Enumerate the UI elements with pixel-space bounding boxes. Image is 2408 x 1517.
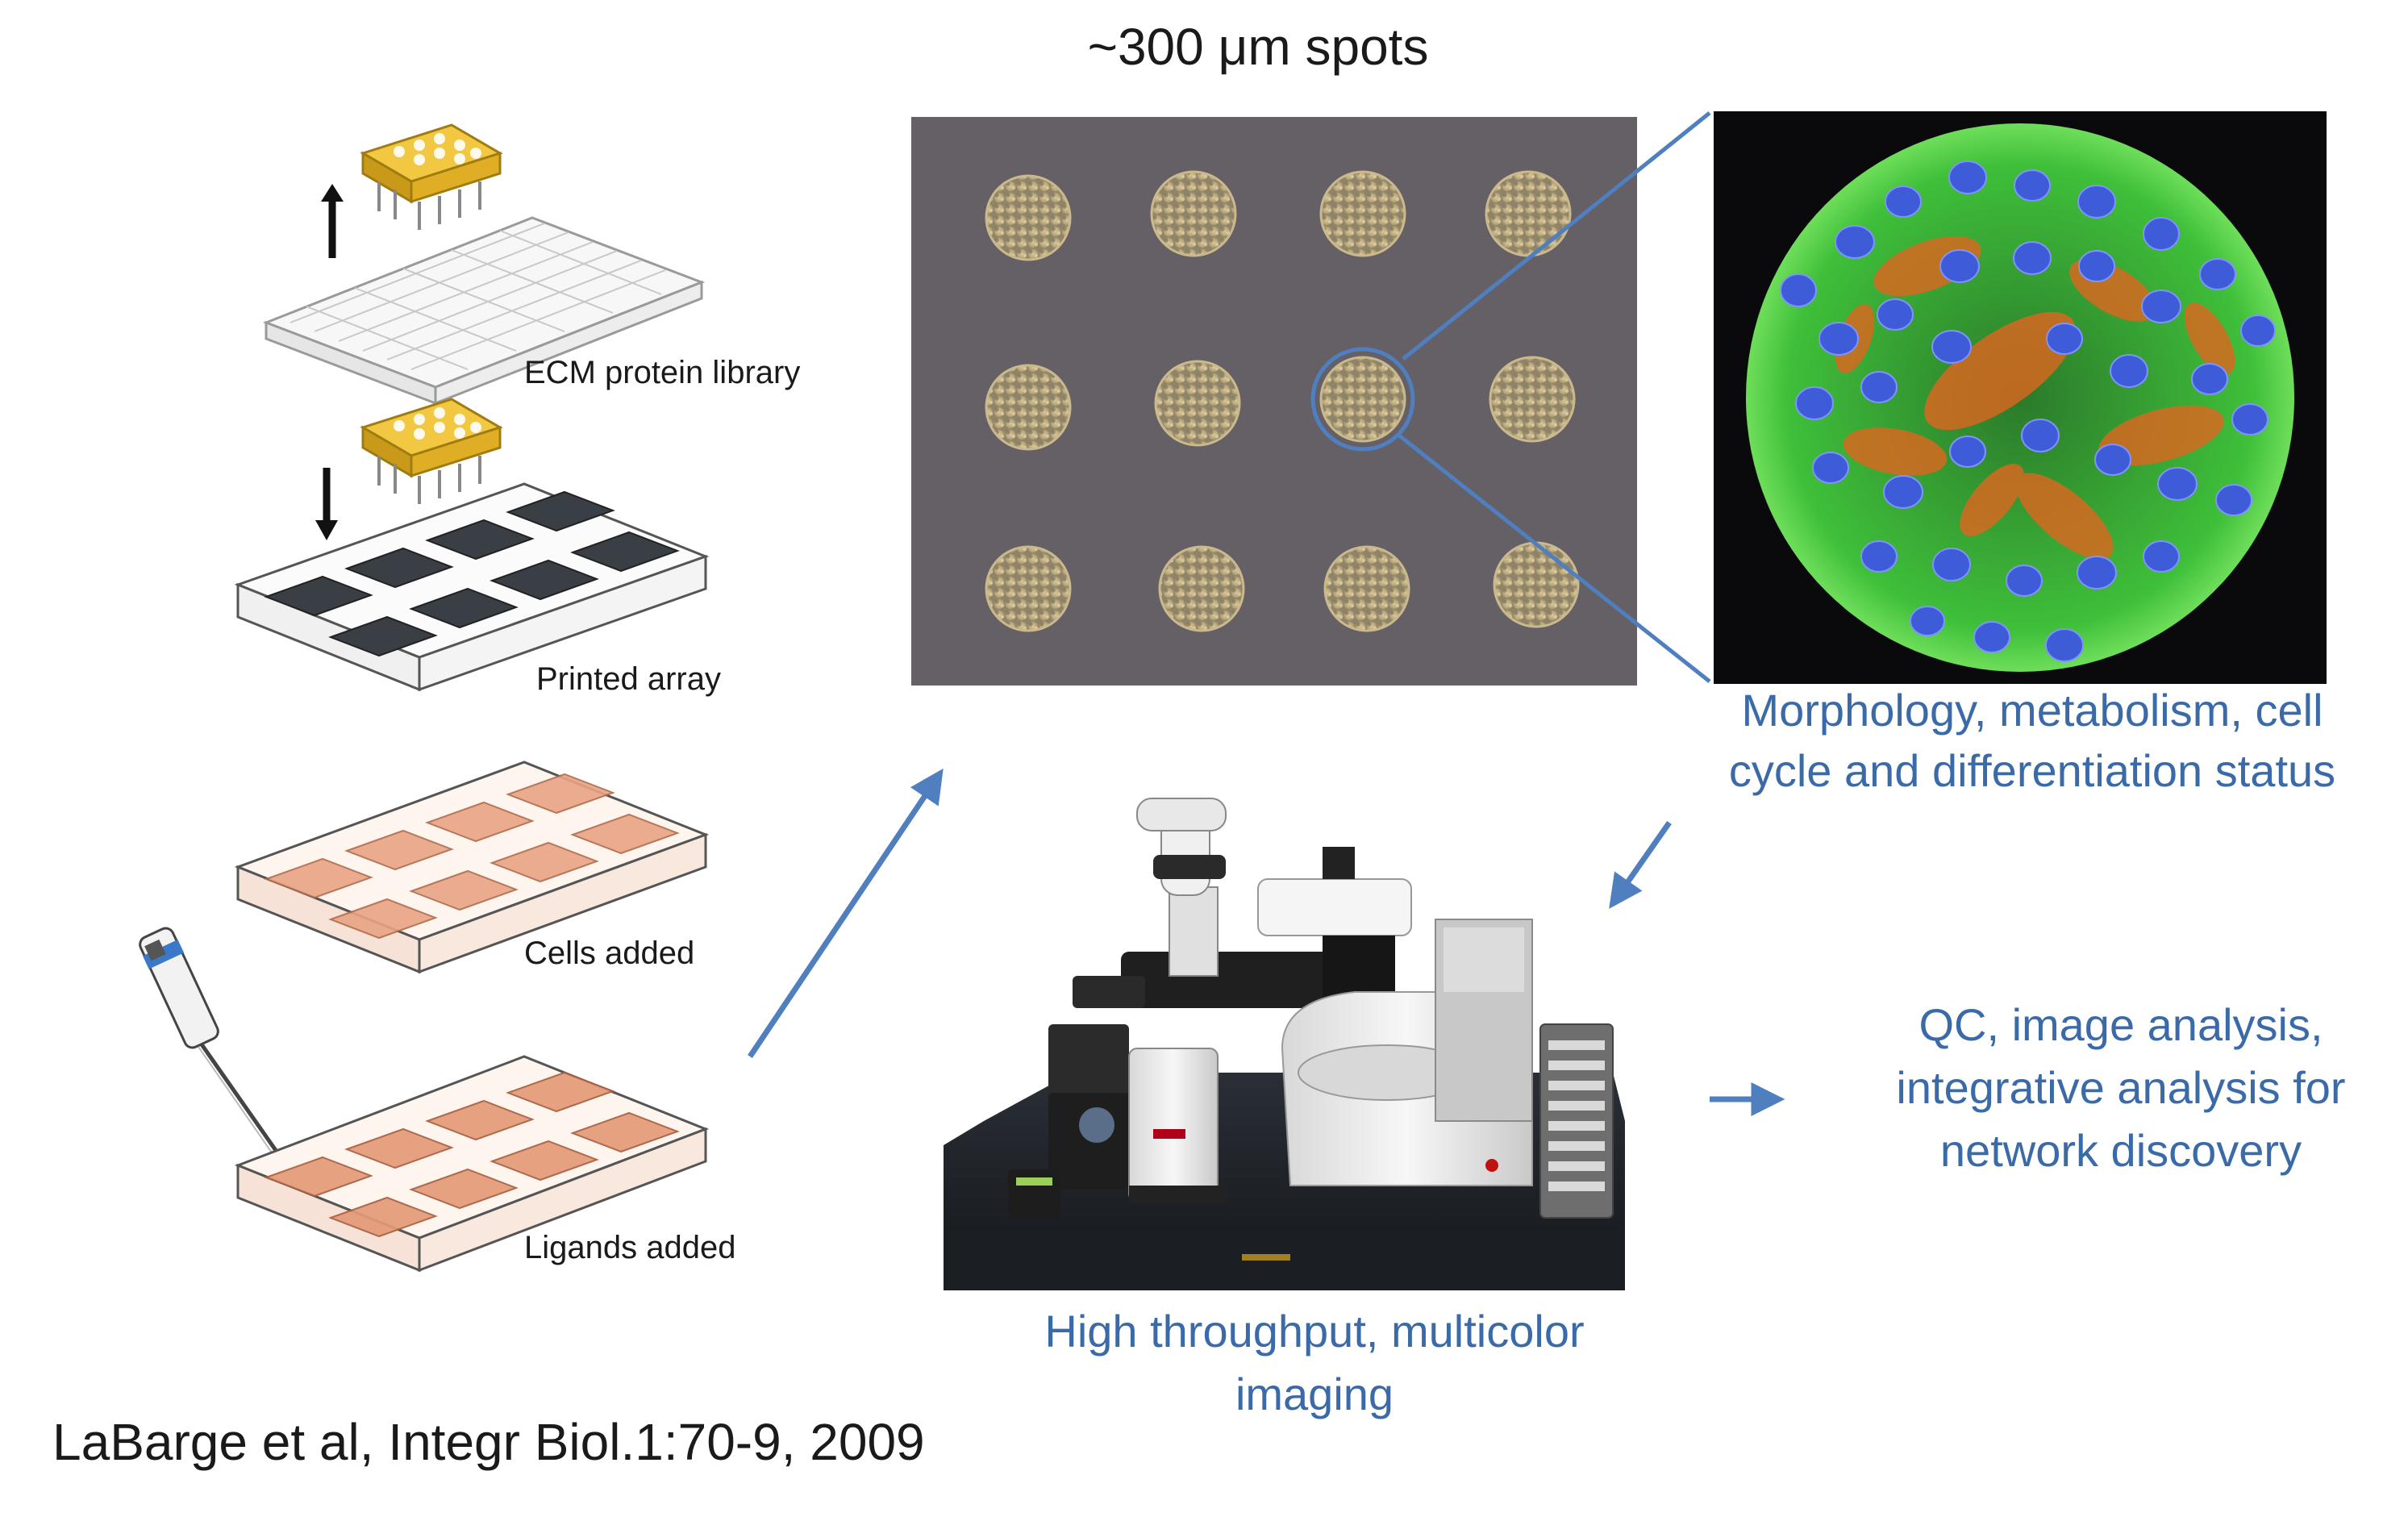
microscope-photo	[944, 798, 1625, 1290]
imaging-caption-line2: imaging	[1235, 1369, 1394, 1419]
step-label: ECM protein library	[524, 355, 800, 390]
zoom-line-bottom	[1398, 434, 1711, 683]
well-plate-icon	[262, 216, 706, 406]
morphology-caption-line1: Morphology, metabolism, cell	[1741, 685, 2323, 736]
morphology-caption-line2: cycle and differentiation status	[1729, 745, 2335, 796]
step-label: Printed array	[536, 661, 721, 697]
zoom-line-top	[1402, 111, 1711, 360]
pipette-icon	[139, 927, 289, 1169]
cells-slide-icon	[234, 761, 710, 974]
pin-tool-icon	[360, 398, 503, 504]
arrow-up-icon	[321, 184, 344, 258]
pin-tool-icon	[360, 123, 503, 230]
citation: LaBarge et al, Integr Biol.1:70-9, 2009	[52, 1413, 925, 1471]
step-printed-array: Printed array	[234, 398, 721, 697]
step-label: Cells added	[524, 936, 694, 971]
imaging-caption-line1: High throughput, multicolor	[1044, 1306, 1584, 1357]
analysis-caption-line1: QC, image analysis,	[1918, 999, 2323, 1050]
step-ecm-library: ECM protein library	[262, 123, 800, 406]
step-cells-added: Cells added	[234, 761, 710, 974]
arrow-to-microscope	[1609, 820, 1672, 909]
spot-size-heading: ~300 μm spots	[1088, 18, 1429, 76]
analysis-caption-line2: integrative analysis for	[1896, 1062, 2345, 1113]
microarray-spots-image	[911, 117, 1637, 686]
printed-array-slide-icon	[234, 482, 710, 692]
arrow-to-micrograph	[748, 769, 944, 1058]
step-label: Ligands added	[524, 1230, 735, 1265]
ligands-slide-icon	[234, 1055, 710, 1273]
spot-grid	[985, 170, 1580, 632]
arrow-down-icon	[315, 468, 338, 540]
highlighted-spot	[1310, 347, 1415, 452]
cell-nuclei	[1780, 160, 2276, 662]
analysis-caption-line3: network discovery	[1940, 1125, 2302, 1176]
step-ligands-added: Ligands added	[139, 927, 735, 1273]
fluorescence-image	[1714, 111, 2327, 684]
